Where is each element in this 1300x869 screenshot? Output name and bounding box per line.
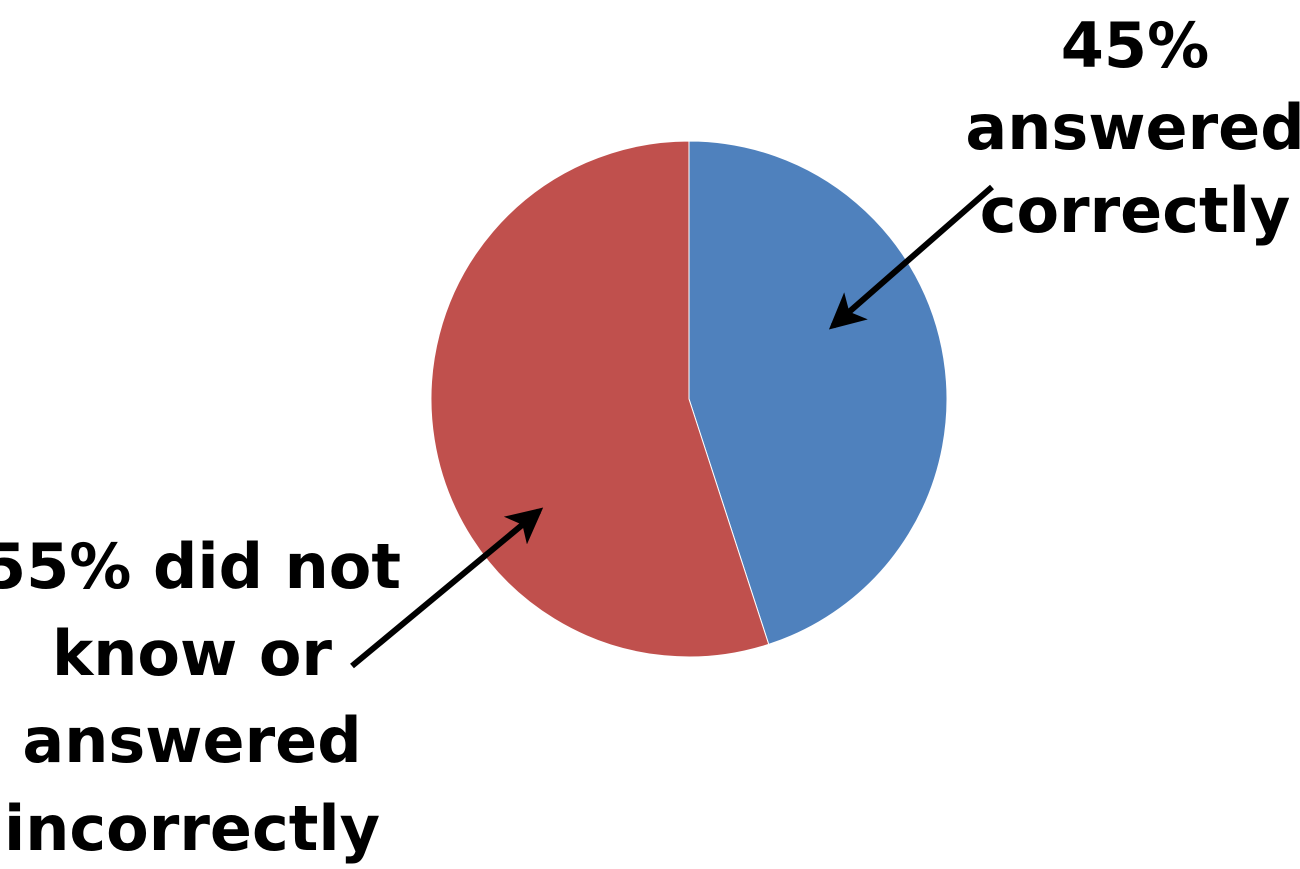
annotation-correct-line-3: correctly (980, 174, 1291, 247)
pie-slice-correct (688, 140, 948, 646)
annotation-correct-arrow (828, 184, 994, 330)
annotation-incorrect: 55% did not know or answered incorrectly (0, 507, 544, 865)
annotation-correct: 45% answered correctly (828, 9, 1300, 330)
annotation-incorrect-line-3: answered (22, 704, 361, 777)
annotation-incorrect-arrow (350, 507, 544, 669)
annotation-correct-line-2: answered (965, 91, 1300, 164)
annotation-incorrect-line-1: 55% did not (0, 530, 401, 603)
pie-slices (430, 140, 948, 658)
annotation-incorrect-line-2: know or (52, 617, 332, 690)
annotation-incorrect-line-4: incorrectly (4, 792, 380, 865)
annotation-correct-line-1: 45% (1061, 9, 1209, 82)
